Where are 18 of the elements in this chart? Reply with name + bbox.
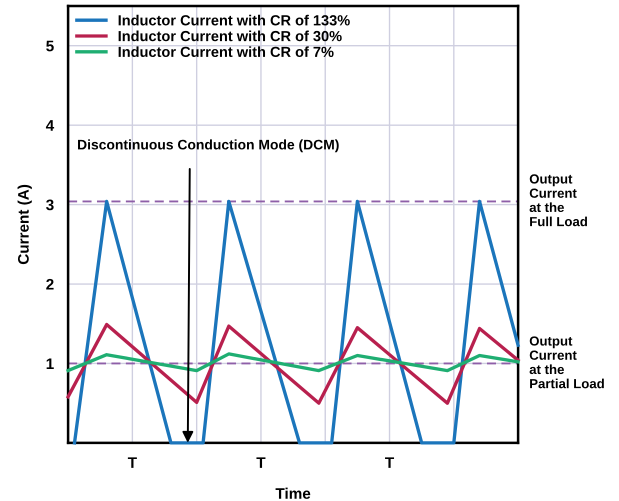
line-series [66, 352, 520, 372]
y-tick-label: 1 [46, 358, 54, 369]
y-tick-label: 2 [46, 278, 54, 290]
y-tick-label: 5 [46, 40, 54, 52]
x-tick-label: T [385, 457, 394, 468]
legend-label: Inductor Current with CR of 7% [118, 46, 334, 58]
y-axis-title: Current (A) [18, 184, 32, 264]
ref-line-label: Output Current at the Partial Load [530, 336, 604, 388]
legend-label: Inductor Current with CR of 30% [118, 30, 342, 42]
x-tick-label: T [128, 457, 137, 468]
y-tick-label: 3 [46, 199, 54, 210]
line-series [66, 322, 520, 405]
annotation: Discontinuous Conduction Mode (DCM) [78, 139, 339, 152]
x-axis-title: Time [276, 488, 310, 499]
ref-line-label: Output Current at the Full Load [530, 174, 587, 226]
legend-label: Inductor Current with CR of 133% [118, 14, 350, 26]
y-tick-label: 4 [46, 120, 54, 131]
x-tick-label: T [256, 457, 266, 468]
